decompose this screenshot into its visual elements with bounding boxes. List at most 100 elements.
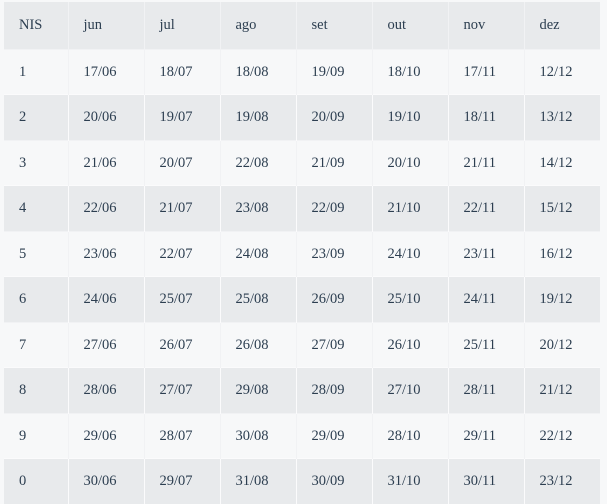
column-header-set: set bbox=[296, 2, 373, 49]
cell-dez: 22/12 bbox=[524, 412, 600, 459]
column-header-jul: jul bbox=[144, 2, 221, 49]
cell-set: 22/09 bbox=[296, 185, 373, 231]
table-row: 9 29/06 28/07 30/08 29/09 28/10 29/11 22… bbox=[4, 412, 600, 459]
table-row: 5 23/06 22/07 24/08 23/09 24/10 23/11 16… bbox=[4, 230, 600, 277]
cell-out: 26/10 bbox=[372, 321, 449, 368]
cell-dez: 16/12 bbox=[524, 230, 600, 277]
cell-jul: 21/07 bbox=[144, 185, 221, 231]
cell-set: 27/09 bbox=[296, 321, 373, 368]
cell-ago: 25/08 bbox=[220, 276, 297, 322]
cell-jul: 25/07 bbox=[144, 276, 221, 322]
cell-jun: 21/06 bbox=[68, 139, 145, 186]
cell-out: 24/10 bbox=[372, 230, 449, 277]
cell-ago: 19/08 bbox=[220, 94, 297, 140]
table-row: 2 20/06 19/07 19/08 20/09 19/10 18/11 13… bbox=[4, 94, 600, 140]
cell-nis: 8 bbox=[4, 367, 69, 413]
column-header-nis: NIS bbox=[4, 2, 69, 49]
cell-ago: 23/08 bbox=[220, 185, 297, 231]
table-header-row: NIS jun jul ago set out nov dez bbox=[4, 2, 600, 49]
column-header-ago: ago bbox=[220, 2, 297, 49]
cell-jul: 19/07 bbox=[144, 94, 221, 140]
cell-set: 19/09 bbox=[296, 48, 373, 95]
cell-jul: 18/07 bbox=[144, 48, 221, 95]
cell-jul: 28/07 bbox=[144, 412, 221, 459]
cell-dez: 21/12 bbox=[524, 367, 600, 413]
cell-ago: 29/08 bbox=[220, 367, 297, 413]
cell-ago: 24/08 bbox=[220, 230, 297, 277]
table-row: 6 24/06 25/07 25/08 26/09 25/10 24/11 19… bbox=[4, 276, 600, 322]
cell-ago: 18/08 bbox=[220, 48, 297, 95]
cell-out: 25/10 bbox=[372, 276, 449, 322]
cell-jul: 29/07 bbox=[144, 458, 221, 504]
cell-dez: 19/12 bbox=[524, 276, 600, 322]
cell-jul: 20/07 bbox=[144, 139, 221, 186]
cell-nis: 4 bbox=[4, 185, 69, 231]
cell-nov: 24/11 bbox=[448, 276, 525, 322]
cell-jun: 20/06 bbox=[68, 94, 145, 140]
cell-jun: 22/06 bbox=[68, 185, 145, 231]
cell-jun: 27/06 bbox=[68, 321, 145, 368]
cell-ago: 26/08 bbox=[220, 321, 297, 368]
cell-dez: 14/12 bbox=[524, 139, 600, 186]
cell-nis: 7 bbox=[4, 321, 69, 368]
cell-dez: 15/12 bbox=[524, 185, 600, 231]
column-header-jun: jun bbox=[68, 2, 145, 49]
cell-set: 20/09 bbox=[296, 94, 373, 140]
table-row: 1 17/06 18/07 18/08 19/09 18/10 17/11 12… bbox=[4, 48, 600, 95]
cell-dez: 13/12 bbox=[524, 94, 600, 140]
cell-out: 20/10 bbox=[372, 139, 449, 186]
column-header-nov: nov bbox=[448, 2, 525, 49]
cell-set: 21/09 bbox=[296, 139, 373, 186]
cell-dez: 23/12 bbox=[524, 458, 600, 504]
cell-nov: 22/11 bbox=[448, 185, 525, 231]
cell-nis: 3 bbox=[4, 139, 69, 186]
payment-schedule-table: NIS jun jul ago set out nov dez 1 17/06 … bbox=[4, 2, 600, 504]
cell-nis: 2 bbox=[4, 94, 69, 140]
cell-ago: 31/08 bbox=[220, 458, 297, 504]
cell-jun: 28/06 bbox=[68, 367, 145, 413]
cell-jul: 26/07 bbox=[144, 321, 221, 368]
column-header-out: out bbox=[372, 2, 449, 49]
cell-out: 27/10 bbox=[372, 367, 449, 413]
cell-nis: 0 bbox=[4, 458, 69, 504]
cell-nov: 25/11 bbox=[448, 321, 525, 368]
cell-jul: 22/07 bbox=[144, 230, 221, 277]
cell-nis: 9 bbox=[4, 412, 69, 459]
cell-nis: 5 bbox=[4, 230, 69, 277]
cell-nov: 28/11 bbox=[448, 367, 525, 413]
cell-ago: 22/08 bbox=[220, 139, 297, 186]
cell-set: 26/09 bbox=[296, 276, 373, 322]
cell-jul: 27/07 bbox=[144, 367, 221, 413]
cell-set: 29/09 bbox=[296, 412, 373, 459]
cell-ago: 30/08 bbox=[220, 412, 297, 459]
cell-out: 19/10 bbox=[372, 94, 449, 140]
table-row: 4 22/06 21/07 23/08 22/09 21/10 22/11 15… bbox=[4, 185, 600, 231]
cell-nov: 23/11 bbox=[448, 230, 525, 277]
cell-nov: 17/11 bbox=[448, 48, 525, 95]
cell-out: 28/10 bbox=[372, 412, 449, 459]
cell-jun: 24/06 bbox=[68, 276, 145, 322]
table-row: 0 30/06 29/07 31/08 30/09 31/10 30/11 23… bbox=[4, 458, 600, 504]
table-row: 8 28/06 27/07 29/08 28/09 27/10 28/11 21… bbox=[4, 367, 600, 413]
table-header: NIS jun jul ago set out nov dez bbox=[4, 2, 600, 49]
cell-nov: 30/11 bbox=[448, 458, 525, 504]
cell-dez: 20/12 bbox=[524, 321, 600, 368]
cell-nis: 1 bbox=[4, 48, 69, 95]
cell-nis: 6 bbox=[4, 276, 69, 322]
cell-set: 30/09 bbox=[296, 458, 373, 504]
cell-jun: 17/06 bbox=[68, 48, 145, 95]
cell-out: 18/10 bbox=[372, 48, 449, 95]
cell-dez: 12/12 bbox=[524, 48, 600, 95]
cell-nov: 18/11 bbox=[448, 94, 525, 140]
cell-set: 23/09 bbox=[296, 230, 373, 277]
cell-out: 31/10 bbox=[372, 458, 449, 504]
cell-nov: 21/11 bbox=[448, 139, 525, 186]
table-row: 3 21/06 20/07 22/08 21/09 20/10 21/11 14… bbox=[4, 139, 600, 186]
cell-nov: 29/11 bbox=[448, 412, 525, 459]
column-header-dez: dez bbox=[524, 2, 600, 49]
cell-jun: 23/06 bbox=[68, 230, 145, 277]
cell-jun: 29/06 bbox=[68, 412, 145, 459]
cell-out: 21/10 bbox=[372, 185, 449, 231]
table-row: 7 27/06 26/07 26/08 27/09 26/10 25/11 20… bbox=[4, 321, 600, 368]
